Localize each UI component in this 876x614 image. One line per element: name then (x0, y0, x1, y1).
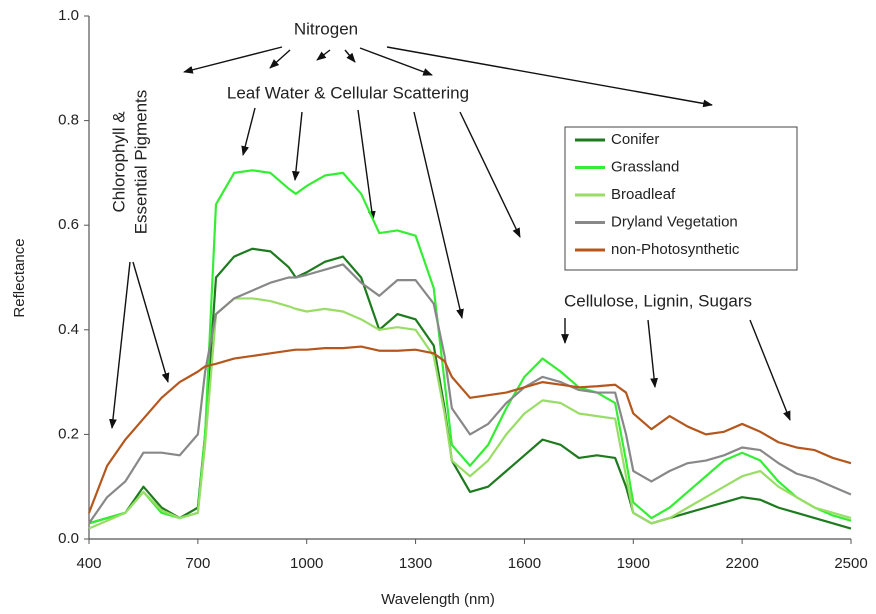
x-tick-label: 400 (76, 555, 101, 572)
y-tick-label: 0.4 (58, 321, 79, 338)
annotation: Leaf Water & Cellular Scattering (227, 83, 469, 102)
arrow (344, 49, 356, 63)
y-tick-label: 1.0 (58, 7, 79, 24)
arrow (749, 319, 791, 421)
x-tick-label: 700 (185, 555, 210, 572)
y-tick-label: 0.6 (58, 216, 79, 233)
series-line (88, 297, 852, 530)
arrow (357, 109, 376, 221)
x-tick-label: 1600 (508, 555, 541, 572)
annotations: Nitrogen Leaf Water & Cellular Scatterin… (109, 19, 791, 429)
arrow (292, 111, 303, 181)
legend-label: Dryland Vegetation (611, 213, 738, 230)
legend-label: Broadleaf (611, 186, 676, 203)
annotation: Cellulose, Lignin, Sugars (564, 291, 752, 310)
legend-label: non-Photosynthetic (611, 241, 740, 258)
series-line (88, 263, 852, 524)
arrow (459, 111, 521, 238)
legend (564, 126, 798, 271)
legend-label: Grassland (611, 158, 679, 175)
series-line (87, 345, 852, 514)
y-axis-label: Reflectance (11, 238, 28, 317)
x-tick-label: 1000 (290, 555, 323, 572)
arrow (413, 111, 464, 319)
y-tick-label: 0.8 (58, 112, 79, 129)
annotation: Nitrogen (294, 19, 358, 38)
x-tick-label: 1900 (617, 555, 650, 572)
y-tick-label: 0.0 (58, 530, 79, 547)
arrow (241, 107, 256, 156)
annotation: Essential Pigments (131, 90, 150, 235)
x-tick-label: 2200 (725, 555, 758, 572)
arrow (359, 47, 433, 76)
arrow (269, 49, 291, 69)
x-tick-label: 2500 (834, 555, 867, 572)
arrow (386, 46, 713, 108)
arrow (316, 49, 331, 61)
x-axis-label: Wavelength (nm) (381, 591, 495, 608)
x-tick-label: 1300 (399, 555, 432, 572)
y-tick-label: 0.2 (58, 425, 79, 442)
arrow (647, 319, 658, 388)
legend-label: Conifer (611, 131, 659, 148)
arrow (132, 261, 170, 383)
arrow (183, 46, 283, 74)
annotation: Chlorophyll & (109, 111, 128, 213)
series-line (88, 169, 852, 525)
arrow (109, 261, 131, 429)
